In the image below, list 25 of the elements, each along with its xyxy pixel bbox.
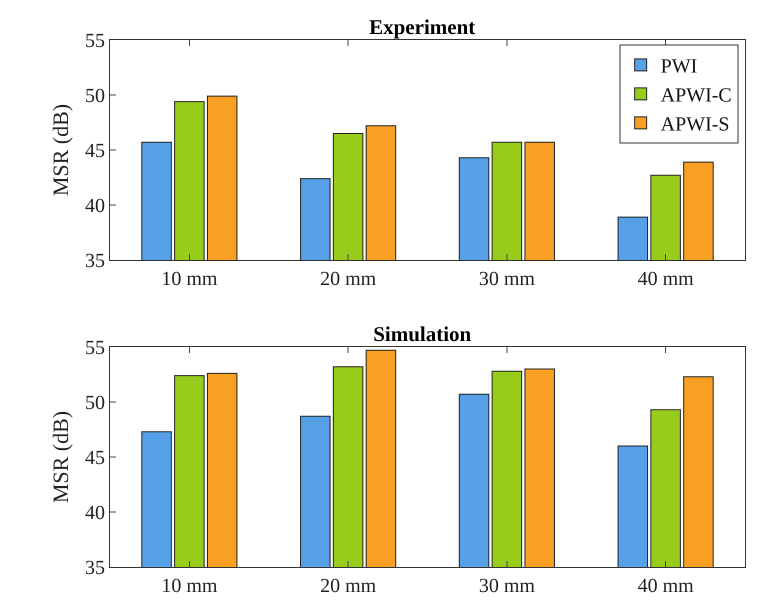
- y-tick-label: 40: [85, 195, 105, 217]
- x-tick-label: 20 mm: [320, 575, 377, 597]
- y-tick-label: 45: [85, 140, 105, 162]
- y-tick-label: 55: [85, 30, 105, 52]
- x-tick-label: 40 mm: [638, 575, 694, 597]
- y-tick-label: 50: [85, 85, 105, 107]
- x-tick-label: 10 mm: [161, 268, 218, 290]
- x-tick-label: 20 mm: [320, 268, 377, 290]
- y-axis-title: MSR (dB): [48, 104, 73, 196]
- y-axis-title: MSR (dB): [48, 410, 73, 504]
- legend-label: PWI: [660, 56, 698, 78]
- x-tick-label: 40 mm: [638, 268, 694, 290]
- x-tick-label: 30 mm: [478, 575, 536, 597]
- y-tick-label: 35: [85, 250, 105, 272]
- y-tick-label: 40: [85, 502, 105, 524]
- chart-title: Simulation: [373, 322, 472, 346]
- y-tick-label: 50: [85, 392, 105, 414]
- chart-title: Experiment: [369, 14, 476, 39]
- y-tick-label: 35: [85, 557, 105, 579]
- y-tick-label: 55: [85, 337, 105, 359]
- legend-label: APWI-S: [660, 114, 730, 136]
- x-tick-label: 10 mm: [161, 575, 218, 597]
- x-tick-label: 30 mm: [478, 268, 536, 290]
- legend-label: APWI-C: [660, 84, 732, 107]
- y-tick-label: 45: [85, 447, 105, 469]
